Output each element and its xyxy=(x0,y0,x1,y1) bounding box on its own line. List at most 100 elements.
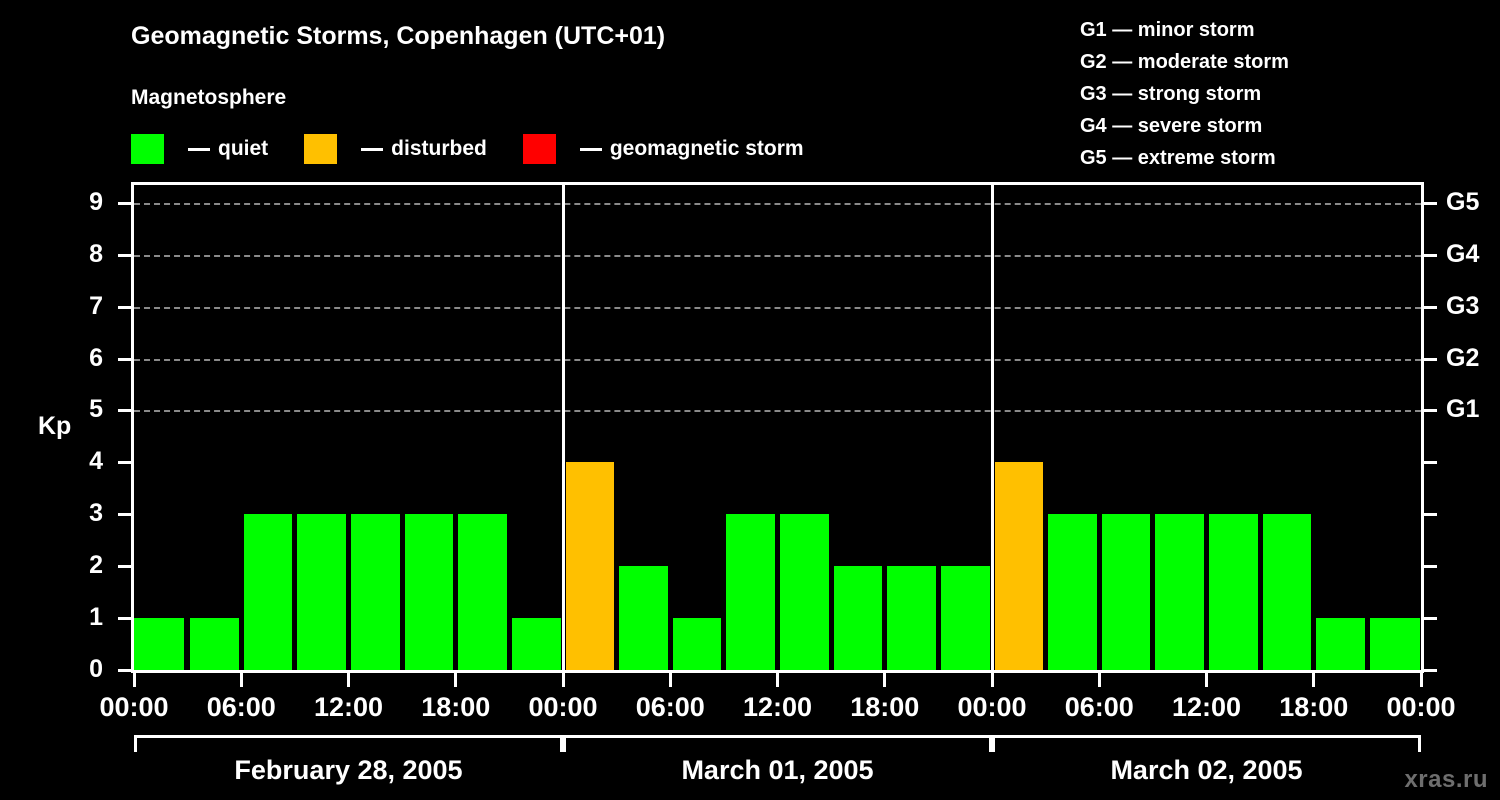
g-axis-tick-kp-6 xyxy=(1424,357,1437,361)
y-tick-7 xyxy=(118,305,131,309)
watermark: xras.ru xyxy=(1404,766,1488,793)
x-tick-10 xyxy=(1205,673,1208,687)
storm-color-swatch xyxy=(522,134,556,164)
bar xyxy=(1209,514,1258,670)
quiet-color-swatch xyxy=(131,134,164,164)
y-tick-label-4: 4 xyxy=(89,447,103,476)
day-label: March 01, 2005 xyxy=(681,755,874,785)
bar xyxy=(190,618,239,670)
x-tick-8 xyxy=(990,673,994,687)
x-tick-label: 18:00 xyxy=(421,692,491,722)
bar xyxy=(780,514,829,670)
x-axis-line xyxy=(131,670,1424,673)
y-tick-label-7: 7 xyxy=(89,291,103,320)
g-axis-label-g1: G1 xyxy=(1446,395,1480,424)
g-scale-legend: G1 — minor storm G2 — moderate storm G3 … xyxy=(1066,14,1486,174)
y-tick-label-0: 0 xyxy=(89,655,103,683)
day-label: March 02, 2005 xyxy=(1110,755,1303,785)
legend-item-quiet: quiet xyxy=(131,134,268,164)
g-axis-tick-kp-5 xyxy=(1424,409,1437,413)
y-tick-label-1: 1 xyxy=(89,603,103,632)
y-tick-label-8: 8 xyxy=(89,239,103,268)
gridline-kp-8 xyxy=(134,254,1421,257)
bar xyxy=(243,514,293,670)
legend-dash-icon xyxy=(361,147,384,151)
g-axis-label-g4: G4 xyxy=(1446,239,1480,268)
gridline-kp-7 xyxy=(134,306,1421,309)
chart-subtitle: Magnetosphere xyxy=(131,86,287,109)
x-tick-3 xyxy=(454,673,458,687)
g-axis-tick-kp-8 xyxy=(1424,253,1437,257)
y-tick-0 xyxy=(118,669,131,672)
gridline-kp-9 xyxy=(134,202,1421,205)
gridline-kp-6 xyxy=(134,358,1421,361)
y-tick-label-6: 6 xyxy=(89,343,103,372)
bar xyxy=(565,462,615,670)
day-bracket-1 xyxy=(134,735,563,752)
day-divider-2 xyxy=(990,185,994,670)
page-title: Geomagnetic Storms, Copenhagen (UTC+01) xyxy=(131,22,666,50)
bar xyxy=(404,514,454,670)
bar xyxy=(726,514,775,670)
x-tick-label: 06:00 xyxy=(635,692,705,722)
legend-label-storm: geomagnetic storm xyxy=(609,137,804,160)
x-tick-label: 12:00 xyxy=(313,692,384,722)
y-tick-label-5: 5 xyxy=(89,395,103,424)
bar xyxy=(672,618,722,670)
disturbed-color-swatch xyxy=(304,134,338,164)
g-axis-label-g3: G3 xyxy=(1446,291,1480,320)
legend-dash-icon xyxy=(188,147,210,151)
bar xyxy=(1155,514,1204,670)
x-tick-label: 00:00 xyxy=(1386,692,1456,722)
y-tick-label-9: 9 xyxy=(89,187,103,216)
x-tick-0 xyxy=(132,673,136,687)
bar xyxy=(619,566,668,670)
bar xyxy=(1048,514,1097,670)
x-tick-9 xyxy=(1097,673,1101,687)
bar xyxy=(1101,514,1151,670)
bar xyxy=(351,514,400,670)
y-tick-9 xyxy=(118,201,131,205)
legend-label-quiet: quiet xyxy=(218,137,269,160)
y-tick-8 xyxy=(118,253,131,257)
legend-label-disturbed: disturbed xyxy=(391,137,487,160)
bar xyxy=(1369,618,1420,670)
bar xyxy=(833,566,883,670)
g-axis-tick-kp-1 xyxy=(1424,617,1437,621)
gridline-kp-5 xyxy=(134,410,1421,413)
x-tick-4 xyxy=(561,673,565,687)
day-divider-1 xyxy=(561,185,565,670)
x-tick-7 xyxy=(883,673,887,687)
y-tick-2 xyxy=(118,565,131,569)
bar xyxy=(511,618,561,670)
day-label: February 28, 2005 xyxy=(234,755,463,785)
g-legend-row-g4: G4 — severe storm xyxy=(1080,115,1263,137)
bar xyxy=(458,514,507,670)
g-axis-label-g2: G2 xyxy=(1446,343,1480,372)
bar xyxy=(940,566,990,670)
g-axis-tick-kp-9 xyxy=(1424,201,1437,205)
bar xyxy=(134,618,185,670)
bar xyxy=(1262,514,1312,670)
bar xyxy=(297,514,346,670)
x-tick-label: 00:00 xyxy=(957,692,1027,722)
legend-dash-icon xyxy=(579,147,602,151)
x-tick-label: 06:00 xyxy=(206,692,276,722)
y-tick-3 xyxy=(118,513,131,517)
g-legend-row-g3: G3 — strong storm xyxy=(1080,83,1262,105)
bar xyxy=(887,566,936,670)
g-axis-label-g5: G5 xyxy=(1446,187,1480,216)
x-tick-5 xyxy=(668,673,672,687)
g-axis-tick-kp-4 xyxy=(1424,461,1437,465)
x-tick-6 xyxy=(776,673,779,687)
y-tick-label-3: 3 xyxy=(89,499,103,528)
y-tick-1 xyxy=(118,617,131,621)
g-legend-row-g5: G5 — extreme storm xyxy=(1080,147,1276,169)
y-tick-5 xyxy=(118,409,131,413)
x-tick-label: 00:00 xyxy=(528,692,598,722)
x-tick-12 xyxy=(1419,673,1423,687)
y-tick-4 xyxy=(118,461,131,465)
x-tick-label: 00:00 xyxy=(99,692,169,722)
plot-area xyxy=(131,182,1424,670)
x-tick-11 xyxy=(1312,673,1316,687)
